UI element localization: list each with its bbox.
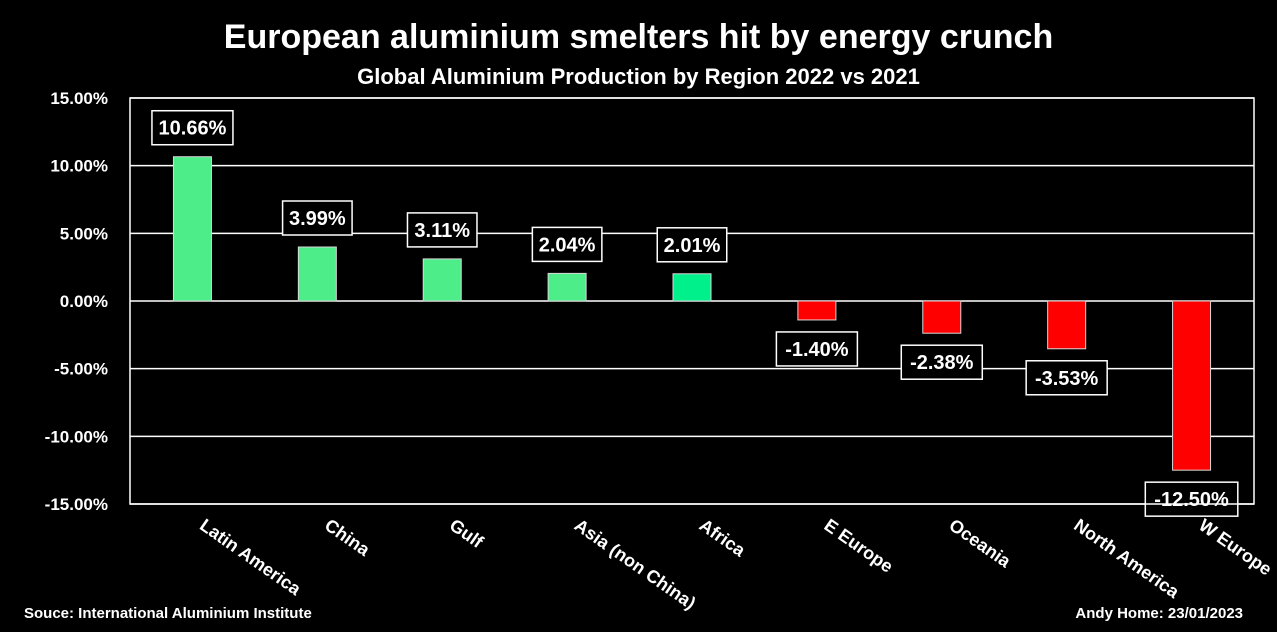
data-label-box xyxy=(656,227,728,263)
source-note: Souce: International Aluminium Institute xyxy=(24,605,312,622)
bar xyxy=(547,272,587,302)
bar xyxy=(797,300,837,321)
data-label: 3.11% xyxy=(414,220,470,242)
data-label-box xyxy=(775,331,859,367)
y-tick-label: -15.00% xyxy=(45,495,108,514)
data-label: 3.99% xyxy=(289,208,346,230)
bar xyxy=(672,273,712,302)
data-label-box xyxy=(1025,360,1108,396)
data-label: -2.38% xyxy=(910,352,974,374)
data-label: 2.04% xyxy=(539,234,596,256)
y-tick-label: 0.00% xyxy=(60,292,108,311)
bar xyxy=(1172,300,1212,471)
x-tick-label: Asia (non China) xyxy=(571,515,700,613)
x-tick-label: Latin America xyxy=(196,515,305,600)
x-tick-label: Africa xyxy=(696,515,750,561)
data-label: 10.66% xyxy=(159,118,227,140)
x-tick-label: Oceania xyxy=(945,515,1015,572)
y-tick-label: 10.00% xyxy=(50,157,108,176)
data-label: 2.01% xyxy=(664,235,721,257)
data-label-box xyxy=(406,212,478,248)
data-label-box xyxy=(531,226,603,263)
y-tick-label: 5.00% xyxy=(60,224,108,243)
credit-note: Andy Home: 23/01/2023 xyxy=(1075,605,1243,622)
data-label-box xyxy=(151,109,234,146)
y-tick-label: -5.00% xyxy=(54,360,108,379)
y-tick-label: 15.00% xyxy=(50,89,108,108)
plot-area-frame xyxy=(129,97,1255,505)
data-label: -1.40% xyxy=(785,339,849,361)
chart-subtitle: Global Aluminium Production by Region 20… xyxy=(357,64,920,89)
data-label-box xyxy=(900,344,984,380)
chart-title: European aluminium smelters hit by energ… xyxy=(223,18,1054,56)
bar xyxy=(297,246,337,302)
data-label: -3.53% xyxy=(1035,368,1099,390)
x-tick-label: Gulf xyxy=(446,515,488,553)
x-tick-label: W Europe xyxy=(1195,515,1275,580)
y-tick-label: -10.00% xyxy=(45,427,108,446)
x-tick-label: China xyxy=(321,515,374,561)
x-tick-label: E Europe xyxy=(821,515,897,577)
x-tick-label: North America xyxy=(1070,515,1183,603)
data-label-box xyxy=(1144,481,1239,517)
bar xyxy=(1047,300,1087,350)
bar xyxy=(172,156,212,302)
data-label: -12.50% xyxy=(1154,489,1229,511)
bar xyxy=(422,258,462,302)
bar xyxy=(922,300,962,334)
data-label-box xyxy=(281,200,353,236)
